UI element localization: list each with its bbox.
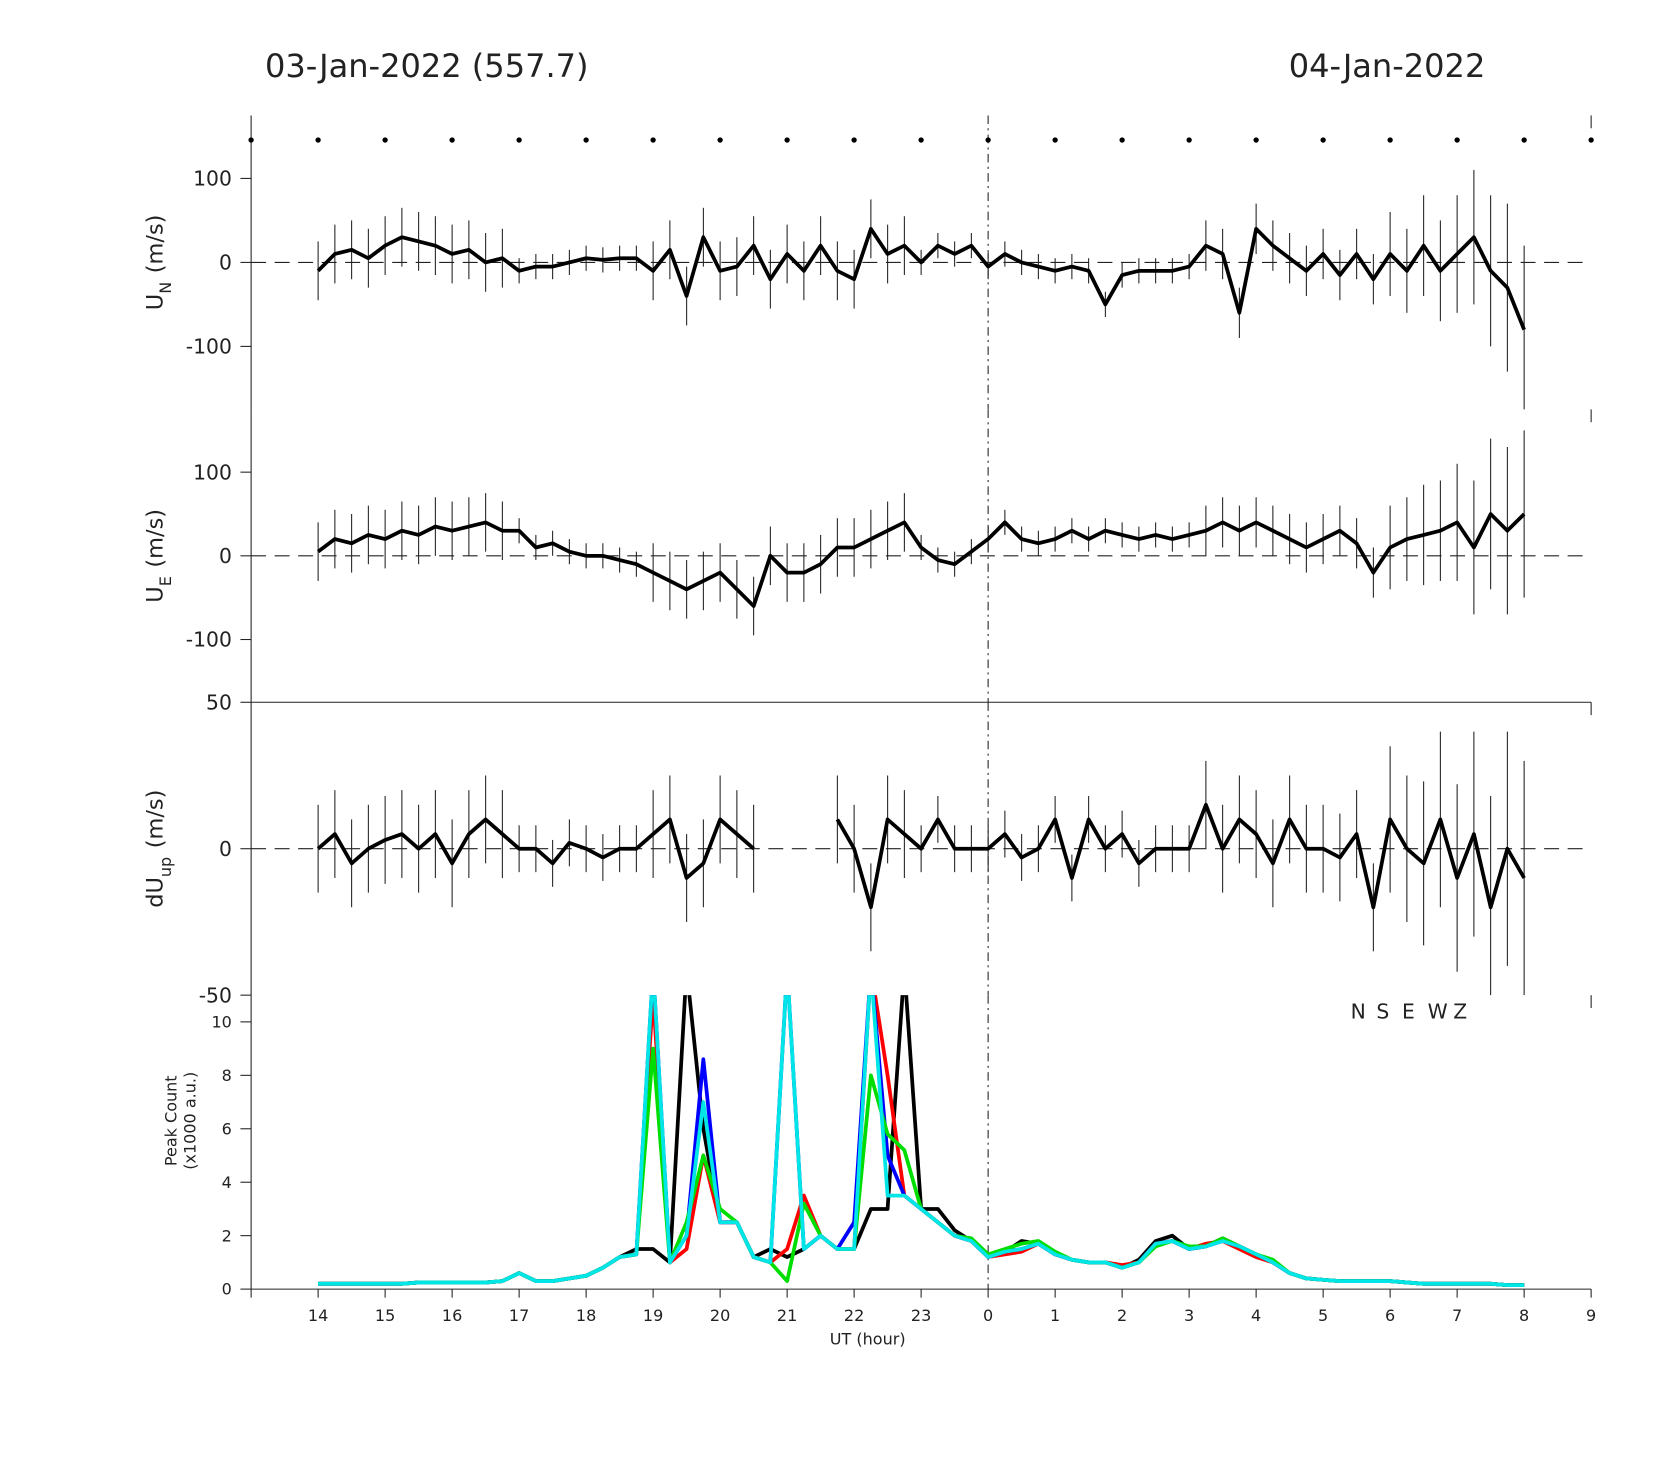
y-tick-label: 50 [206,690,232,714]
legend-entry: N [1351,1000,1366,1024]
plot-area [318,995,1525,1290]
x-tick-label: 7 [1452,1306,1462,1325]
hour-dot [851,137,857,143]
y-tick-label: 6 [222,1119,232,1138]
hour-dot [516,137,522,143]
y-tick-label: 0 [219,544,232,568]
panel: -100 0 100 UN (m/s) [142,115,1592,410]
legend-entry: Z [1453,1000,1467,1024]
panel: -50 0 50 dUup (m/s) [142,690,1592,1007]
x-tick-label: 23 [911,1306,931,1325]
hour-dot [382,137,388,143]
hour-dot [1521,137,1527,143]
legend-entry: E [1402,1000,1415,1024]
x-tick-label: 2 [1117,1306,1127,1325]
hour-dot [1253,137,1259,143]
data-line [316,802,1526,910]
x-tick-label: 16 [442,1306,462,1325]
hour-dot [985,137,991,143]
hour-dot [449,137,455,143]
y-tick-label: 0 [219,251,232,275]
plot-area [251,702,1592,996]
x-tick-label: 3 [1184,1306,1194,1325]
hour-dot [1052,137,1058,143]
date-title-right: 04-Jan-2022 [1289,47,1486,85]
y-tick-label: 100 [193,167,232,191]
hour-dot [583,137,589,143]
panel: -100 0 100 UE (m/s) [142,409,1592,703]
y-label-sub: N [156,282,175,294]
x-tick-label: 1 [1050,1306,1060,1325]
data-line [316,512,1526,608]
x-tick-label: 14 [308,1306,328,1325]
y-tick-label: -100 [186,628,232,652]
date-title-left: 03-Jan-2022 (557.7) [265,47,589,85]
hour-dot [315,137,321,143]
y-axis-label: UN (m/s) [142,215,175,311]
x-tick-label: 15 [375,1306,395,1325]
y-label-main: U [142,586,168,602]
x-tick-label: 20 [710,1306,730,1325]
hour-dot [784,137,790,143]
data-line [318,995,1525,1288]
x-tick-label: 21 [777,1306,797,1325]
y-tick-label: 0 [222,1280,232,1299]
x-tick-label: 22 [844,1306,864,1325]
hour-dot [650,137,656,143]
hour-dot [1454,137,1460,143]
hour-dot [1588,137,1594,143]
y-tick-label: 2 [222,1226,232,1245]
y-axis-label: UE (m/s) [142,509,175,603]
x-tick-label: 17 [509,1306,529,1325]
x-tick-label: 8 [1519,1306,1529,1325]
y-tick-label: 8 [222,1066,232,1085]
hour-dot [1186,137,1192,143]
y-label-sub: up [156,857,175,877]
y-tick-label: 4 [222,1173,232,1192]
y-axis-label: (x1000 a.u.) [181,1072,200,1170]
y-tick-label: 10 [211,1012,231,1031]
x-tick-label: 4 [1251,1306,1261,1325]
y-tick-label: 0 [219,837,232,861]
y-axis-label: dUup (m/s) [142,790,175,908]
hour-dot [717,137,723,143]
legend-entry: S [1376,1000,1389,1024]
x-tick-label: 18 [576,1306,596,1325]
y-label-main: dU [142,877,168,908]
y-tick-label: -50 [199,983,232,1007]
y-axis-label: Peak Count [161,1075,180,1166]
y-tick-label: 100 [193,460,232,484]
x-tick-label: 5 [1318,1306,1328,1325]
hour-dot [248,137,254,143]
plot-area [251,409,1592,703]
hour-dot [1387,137,1393,143]
hour-dot [1320,137,1326,143]
x-tick-label: 9 [1586,1306,1596,1325]
y-label-main: U [142,294,168,310]
y-label-unit: (m/s) [142,790,168,849]
legend-entry: W [1428,1000,1448,1024]
data-line [318,1046,1525,1288]
data-line [318,995,1525,1288]
hour-dot [918,137,924,143]
hour-dot [1119,137,1125,143]
data-line [318,995,1525,1288]
plot-area [251,115,1592,410]
x-axis-label: UT (hour) [830,1330,906,1349]
x-tick-label: 0 [983,1306,993,1325]
y-label-unit: (m/s) [142,509,168,568]
x-tick-label: 19 [643,1306,663,1325]
x-tick-label: 6 [1385,1306,1395,1325]
y-label-sub: E [156,576,175,586]
data-line [316,226,1526,331]
data-line [318,995,1525,1288]
y-tick-label: -100 [186,335,232,359]
y-label-unit: (m/s) [142,215,168,274]
